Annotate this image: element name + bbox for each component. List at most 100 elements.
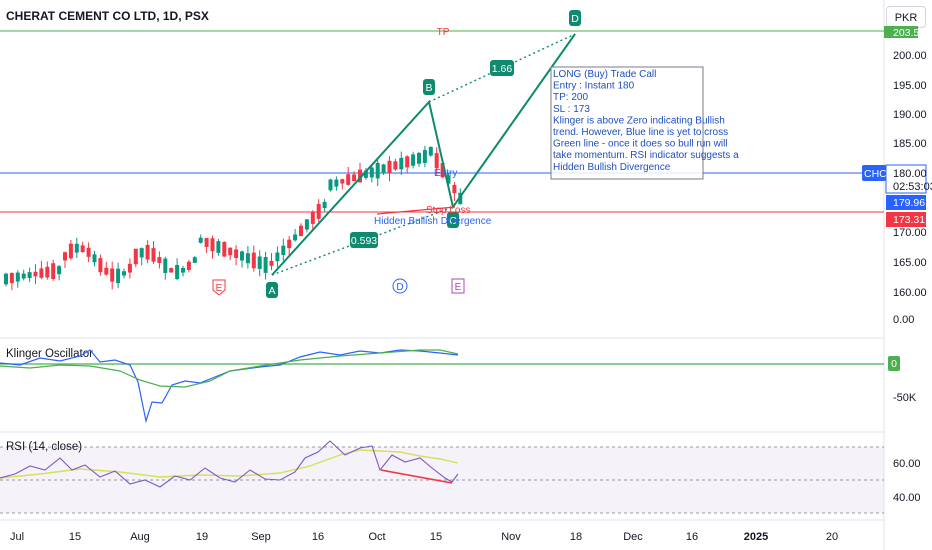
candle-body — [157, 257, 162, 263]
pattern-point-b-text: B — [425, 82, 432, 94]
price-tick: 170.00 — [893, 227, 927, 239]
time-tick: Sep — [251, 531, 271, 543]
time-axis[interactable]: Jul 15 Aug 19 Sep 16 Oct 15 Nov 18 Dec 16 2025 20 — [10, 531, 838, 543]
rsi-divergence-line — [380, 469, 453, 484]
klinger-axis-tick: -50K — [893, 392, 917, 404]
candle-body — [234, 249, 239, 258]
time-tick: 16 — [686, 531, 698, 543]
candlestick-series — [4, 145, 463, 291]
trade-note-line: LONG (Buy) Trade Call — [553, 69, 656, 80]
marker-e-2 — [451, 278, 465, 294]
candle-body — [33, 271, 38, 277]
divergence-label: Hidden Bullish Divergence — [374, 216, 492, 227]
candle-body — [222, 241, 227, 257]
red-line-price: 173.31 — [893, 214, 925, 226]
candle-body — [422, 150, 427, 163]
price-tick: 165.00 — [893, 257, 927, 269]
candle-body — [45, 266, 50, 278]
trade-note-line: Entry : Instant 180 — [553, 81, 635, 92]
pattern-point-d — [569, 10, 581, 26]
candle-body — [104, 267, 109, 275]
candle-body — [269, 260, 274, 266]
candle-body — [381, 164, 386, 174]
candle-body — [452, 184, 457, 194]
red-line-price-box — [886, 212, 926, 227]
marker-d — [392, 278, 408, 294]
candle-body — [9, 272, 14, 284]
klinger-title: Klinger Oscillator — [6, 348, 93, 360]
candle-body — [340, 179, 345, 184]
time-tick: Nov — [501, 531, 521, 543]
candle-body — [299, 225, 303, 237]
tp-price-label — [884, 26, 918, 38]
time-tick: 2025 — [744, 531, 768, 543]
marker-e-1 — [212, 279, 226, 296]
candle-body — [375, 163, 380, 179]
candle-body — [281, 245, 286, 256]
rsi-axis-tick-40: 40.00 — [893, 492, 921, 504]
price-axis[interactable]: 200.00195.00190.00185.00175.00170.00165.… — [862, 26, 932, 326]
candle-body — [21, 273, 26, 279]
trade-note-line: trend. However, Blue line is yet to cros… — [553, 127, 728, 138]
rsi-title: RSI (14, close) — [6, 441, 82, 453]
last-price-box — [885, 164, 927, 194]
trade-note-line: SL : 173 — [553, 104, 590, 115]
marker-e-2-text: E — [455, 282, 462, 293]
ratio-ac-text: 0.593 — [351, 235, 377, 247]
time-tick: 20 — [826, 531, 838, 543]
candle-body — [80, 245, 85, 253]
candle-body — [263, 256, 268, 273]
rsi-ma-line — [0, 449, 459, 479]
candle-body — [358, 169, 362, 183]
candle-body — [417, 152, 421, 164]
candle-body — [163, 258, 168, 274]
candle-body — [175, 265, 180, 279]
trade-note-line: take momentum. RSI indicator suggests a — [553, 150, 739, 161]
candle-body — [328, 179, 333, 191]
candle-body — [428, 146, 433, 156]
marker-e-1-text: E — [216, 283, 223, 294]
candle-body — [228, 247, 233, 256]
time-tick: Jul — [10, 531, 24, 543]
candle-body — [63, 252, 67, 261]
marker-d-text: D — [396, 282, 403, 293]
last-price: 180.00 — [893, 168, 927, 180]
candle-body — [151, 248, 156, 262]
tp-label: TP — [437, 27, 450, 38]
candle-body — [369, 167, 374, 178]
candle-body — [458, 192, 463, 205]
trade-note-line: Hidden Bullish Divergence — [553, 162, 671, 173]
ratio-ac — [350, 232, 378, 248]
candle-body — [51, 263, 56, 280]
candle-body — [310, 211, 315, 224]
price-tick: 160.00 — [893, 287, 927, 299]
candle-body — [251, 252, 256, 269]
blue-line-price-box — [886, 195, 926, 210]
klinger-signal-line — [0, 349, 459, 388]
time-tick: 19 — [196, 531, 208, 543]
time-tick: Dec — [623, 531, 643, 543]
candle-body — [27, 272, 32, 279]
time-tick: Aug — [130, 531, 150, 543]
candle-body — [204, 238, 209, 247]
pattern-legs[interactable] — [271, 33, 576, 276]
klinger-zero-badge-text: 0 — [891, 358, 897, 370]
pattern-point-d-text: D — [571, 13, 579, 25]
pattern-point-c — [447, 212, 459, 228]
candle-body — [446, 175, 451, 184]
candle-body — [287, 239, 292, 249]
price-tick: 200.00 — [893, 50, 927, 62]
candle-body — [110, 268, 115, 282]
rsi-line — [0, 440, 459, 488]
candle-body — [411, 154, 416, 166]
candle-body — [363, 170, 368, 178]
price-tick: 185.00 — [893, 138, 927, 150]
candle-body — [57, 266, 62, 275]
candle-body — [275, 252, 280, 262]
candle-body — [74, 243, 79, 253]
candle-body — [440, 162, 445, 178]
pattern-point-a — [266, 282, 278, 298]
trade-note-box[interactable] — [550, 66, 704, 180]
